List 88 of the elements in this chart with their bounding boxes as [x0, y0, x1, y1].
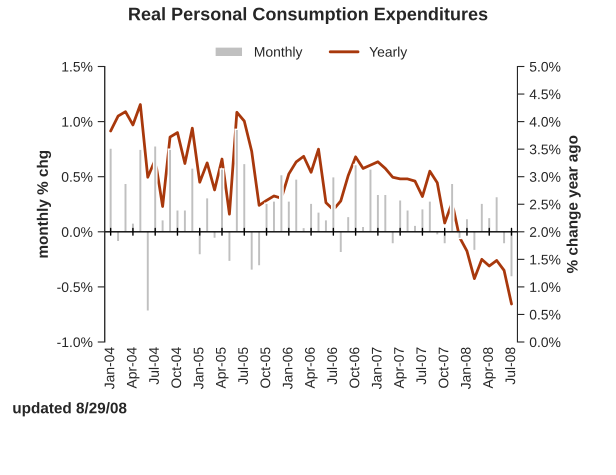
x-tick-label: Jul-07: [416, 348, 426, 384]
chart-title: Real Personal Consumption Expenditures: [129, 7, 488, 24]
bar: [279, 174, 284, 232]
bar: [502, 231, 506, 245]
y2-tick-label: 0.0%: [530, 337, 560, 348]
y-tick-label: 1.0%: [62, 116, 92, 127]
line-series: [109, 103, 513, 306]
x-tick-label: Apr-06: [304, 347, 318, 389]
bar: [509, 231, 514, 278]
bar: [264, 202, 269, 232]
bar: [256, 231, 262, 267]
bar: [382, 194, 388, 232]
bar: [168, 148, 172, 232]
bar: [242, 162, 247, 232]
y2-tick-label: 2.0%: [530, 227, 560, 237]
x-tick-label: Oct-04: [171, 347, 182, 388]
legend-label: Yearly: [369, 46, 408, 60]
x-tick-label: Jan-07: [372, 348, 382, 390]
bar: [249, 231, 254, 272]
x-tick-label: Jul-06: [326, 347, 338, 384]
x-tick-label: Jul-08: [505, 347, 516, 384]
x-tick-label: Jan-04: [104, 347, 114, 390]
bar: [376, 194, 380, 232]
bar: [420, 208, 425, 232]
bar: [330, 176, 336, 232]
y-axis-title: monthly % chg: [36, 150, 52, 258]
bar: [405, 209, 410, 232]
bar: [234, 128, 240, 232]
bar: [108, 147, 114, 232]
y2-tick-label: 3.0%: [530, 172, 560, 182]
bar: [190, 167, 195, 232]
bar: [286, 200, 292, 232]
bar: [427, 200, 432, 232]
x-tick-label: Apr-08: [483, 347, 496, 389]
bar: [368, 168, 373, 232]
y2-axis-title: % change year ago: [566, 136, 581, 274]
x-tick-label: Jul-05: [238, 347, 248, 384]
y2-tick-label: 4.0%: [530, 116, 560, 127]
y2-tick-label: 5.0%: [530, 62, 560, 72]
bar: [338, 231, 344, 254]
x-tick-label: Oct-05: [260, 347, 270, 388]
bar: [479, 202, 484, 232]
bar: [346, 216, 351, 232]
x-tick-label: Oct-06: [350, 347, 360, 388]
x-tick-label: Apr-04: [126, 347, 140, 389]
bar: [116, 231, 120, 242]
bar: [227, 231, 232, 262]
bar: [464, 218, 470, 232]
x-tick-label: Apr-05: [216, 347, 228, 389]
y2-tick-label: 1.5%: [530, 254, 560, 265]
y2-tick-label: 3.5%: [530, 144, 560, 154]
x-tick-label: Oct-07: [438, 348, 448, 388]
y-tick-label: -1.0%: [57, 337, 92, 348]
x-tick-label: Jan-08: [460, 347, 471, 390]
bar: [152, 145, 158, 232]
y-tick-label: -0.5%: [57, 282, 92, 292]
bar: [204, 196, 210, 232]
bar: [182, 209, 188, 232]
y2-tick-label: 4.5%: [530, 89, 560, 100]
bar: [472, 231, 477, 252]
bar: [272, 200, 276, 232]
bar: [220, 168, 224, 232]
bar: [175, 209, 180, 232]
bar: [294, 178, 299, 232]
bar: [308, 202, 314, 232]
y-tick-label: 1.5%: [62, 62, 92, 72]
y2-tick-label: 2.5%: [530, 200, 560, 210]
bar: [450, 182, 454, 232]
y-tick-label: 0.0%: [62, 227, 92, 237]
bar: [145, 231, 150, 312]
x-tick-label: Jan-06: [282, 347, 293, 390]
bar: [494, 196, 500, 232]
y2-tick-label: 0.5%: [530, 310, 560, 320]
x-tick-label: Apr-07: [394, 348, 407, 389]
y-tick-label: 0.5%: [62, 172, 92, 182]
x-tick-label: Jan-05: [194, 347, 204, 390]
bar: [138, 148, 143, 232]
bar: [353, 164, 358, 232]
text: updated 8/29/08: [13, 402, 126, 416]
bar: [324, 218, 328, 232]
y2-tick-label: 1.0%: [530, 282, 560, 292]
bar: [457, 231, 462, 240]
bar: [398, 199, 403, 232]
bar: [123, 182, 128, 232]
bar: [212, 231, 217, 240]
bar: [316, 211, 321, 232]
x-tick-label: Jul-04: [148, 347, 159, 384]
legend-label: Monthly: [254, 46, 302, 60]
